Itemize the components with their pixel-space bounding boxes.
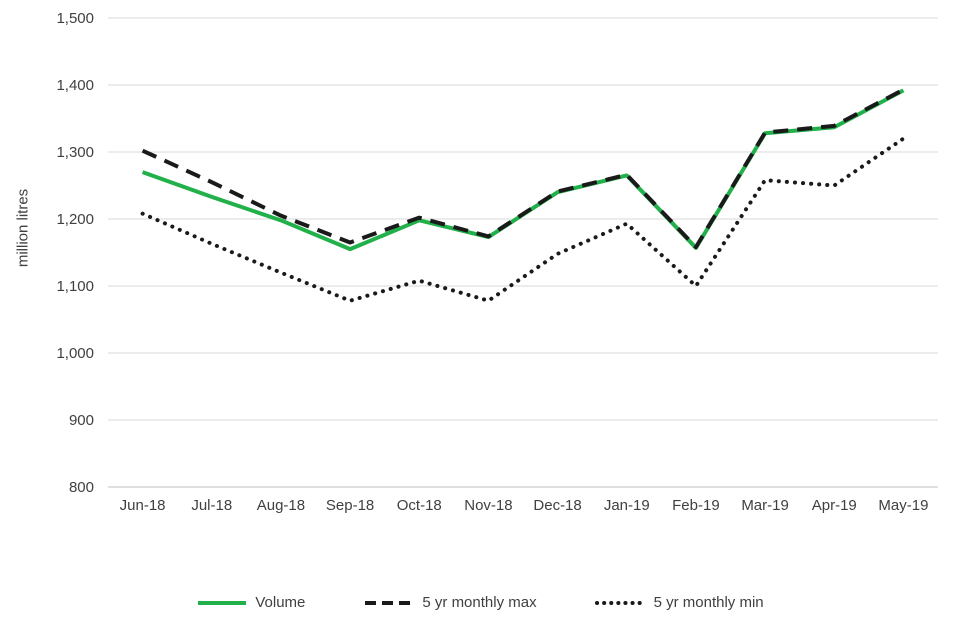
y-tick-label: 1,300 [56, 144, 94, 161]
y-tick-label: 1,500 [56, 10, 94, 27]
x-tick-label: Oct-18 [397, 497, 442, 514]
series-line-volume [141, 88, 905, 252]
y-tick-label: 1,100 [56, 278, 94, 295]
x-tick-label: Nov-18 [464, 497, 512, 514]
chart-legend: Volume 5 yr monthly max 5 yr monthly min [0, 594, 960, 611]
legend-label: Volume [255, 594, 306, 611]
legend-label: 5 yr monthly max [422, 594, 537, 611]
legend-marker [198, 600, 247, 605]
legend-marker [365, 600, 414, 605]
y-tick-label: 1,000 [56, 345, 94, 362]
legend-item-5-yr-monthly-min: 5 yr monthly min [594, 594, 764, 611]
legend-item-5-yr-monthly-max: 5 yr monthly max [363, 594, 537, 611]
legend-item-volume: Volume [196, 594, 305, 611]
series-line-5-yr-monthly-max [141, 87, 905, 250]
x-tick-label: Sep-18 [326, 497, 374, 514]
x-tick-label: Jan-19 [604, 497, 650, 514]
x-tick-label: Feb-19 [672, 497, 720, 514]
x-tick-label: Apr-19 [812, 497, 857, 514]
x-tick-label: Dec-18 [533, 497, 581, 514]
line-chart: 800 900 1,000 1,100 1,200 1,300 1,400 1,500 Jun-… [56, 10, 938, 514]
x-tick-label: May-19 [878, 497, 928, 514]
x-tick-label: Jul-18 [191, 497, 232, 514]
x-tick-label: Aug-18 [257, 497, 305, 514]
legend-label: 5 yr monthly min [653, 594, 764, 611]
x-tick-label: Mar-19 [741, 497, 789, 514]
legend-marker [594, 600, 647, 605]
y-tick-label: 1,200 [56, 211, 94, 228]
x-tick-label: Jun-18 [120, 497, 166, 514]
y-tick-label: 900 [69, 412, 94, 429]
y-tick-label: 800 [69, 479, 94, 496]
y-axis-title: million litres [14, 188, 32, 268]
series-line-5-yr-monthly-min [140, 136, 906, 303]
y-tick-label: 1,400 [56, 77, 94, 94]
